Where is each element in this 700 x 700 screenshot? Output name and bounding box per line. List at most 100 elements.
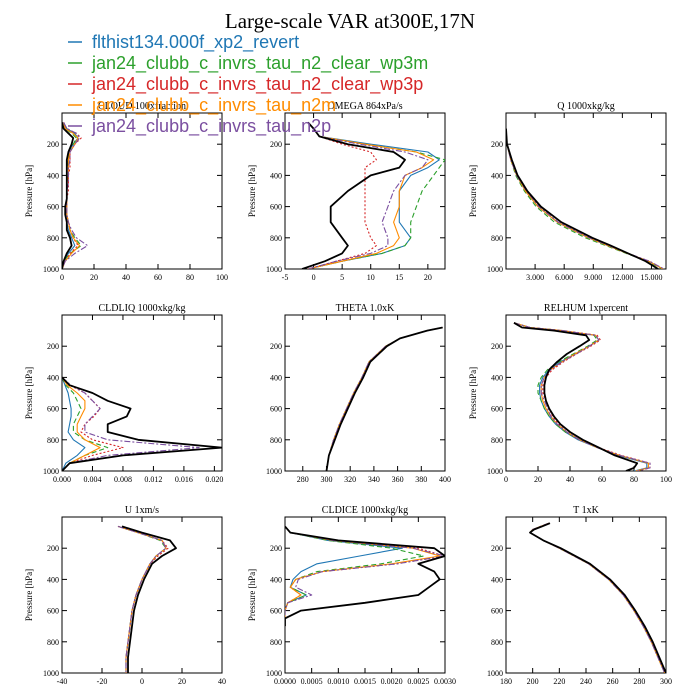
series-line-1 [307,122,445,269]
series-group [62,376,222,471]
x-tick-label: 0 [60,273,64,282]
y-axis-label: Pressure [hPa] [247,165,257,217]
x-tick-label: 0.0000 [274,677,296,686]
x-tick-label: 5 [340,273,344,282]
x-tick-label: 0.0030 [434,677,456,686]
x-tick-label: 0.000 [53,475,71,484]
x-tick-label: 20 [178,677,186,686]
x-tick-label: 10 [367,273,375,282]
y-tick-label: 400 [491,171,503,180]
y-tick-label: 200 [491,544,503,553]
y-tick-label: 400 [270,575,282,584]
x-tick-label: 60 [598,475,606,484]
y-axis-label: Pressure [hPa] [24,569,34,621]
legend-entry-4: jan24_clubb_c_invrs_tau_n2p [68,116,331,137]
series-line-2 [529,522,666,673]
series-line-5 [285,525,445,627]
series-line-5 [301,121,406,269]
y-tick-label: 200 [491,342,503,351]
x-tick-label: 0.012 [144,475,162,484]
y-tick-label: 1000 [487,669,503,678]
y-axis-label: Pressure [hPa] [247,569,257,621]
y-tick-label: 800 [491,638,503,647]
series-line-2 [117,525,169,673]
x-tick-label: -5 [282,273,289,282]
y-tick-label: 600 [491,203,503,212]
legend: flthist134.000f_xp2_revertjan24_clubb_c_… [68,32,428,137]
series-line-5 [529,522,666,673]
x-tick-label: 20 [534,475,542,484]
y-tick-label: 400 [491,373,503,382]
series-line-1 [529,522,666,673]
series-line-5 [121,525,177,673]
series-line-3 [62,377,101,471]
x-tick-label: 340 [368,475,380,484]
legend-label: flthist134.000f_xp2_revert [92,32,299,53]
x-tick-label: 200 [527,677,539,686]
x-tick-label: 9.000 [584,273,602,282]
legend-label: jan24_clubb_c_invrs_tau_n2_clear_wp3p [91,74,423,95]
y-tick-label: 200 [491,140,503,149]
y-axis-label: Pressure [hPa] [468,165,478,217]
series-group [513,322,651,471]
y-tick-label: 800 [491,234,503,243]
panel-title: OMEGA 864xPa/s [327,101,402,112]
series-line-3 [117,525,167,673]
x-tick-label: 0.0020 [381,677,403,686]
y-tick-label: 800 [270,234,282,243]
x-tick-label: 0.0005 [301,677,323,686]
plot-frame [505,516,667,674]
y-axis-label: Pressure [hPa] [468,367,478,419]
y-tick-label: 800 [47,638,59,647]
plot-frame [284,516,446,674]
series-line-4 [62,122,89,269]
legend-entry-1: jan24_clubb_c_invrs_tau_n2_clear_wp3m [68,53,428,74]
x-tick-label: 0.0010 [327,677,349,686]
x-tick-label: 40 [218,677,226,686]
series-line-5 [513,322,639,471]
x-tick-label: 0.016 [175,475,193,484]
x-tick-label: 360 [392,475,404,484]
y-tick-label: 1000 [43,467,59,476]
x-tick-label: 40 [122,273,130,282]
y-tick-label: 400 [47,373,59,382]
series-line-0 [62,377,86,471]
y-tick-label: 600 [270,405,282,414]
x-tick-label: 280 [633,677,645,686]
x-tick-label: 6.000 [555,273,573,282]
y-tick-label: 800 [47,436,59,445]
x-tick-label: 12.000 [611,273,633,282]
x-tick-label: 220 [553,677,565,686]
series-group [62,122,89,269]
x-tick-label: 180 [500,677,512,686]
x-tick-label: 80 [186,273,194,282]
series-line-1 [117,525,167,673]
series-line-2 [513,322,651,471]
series-line-5 [62,122,75,269]
panel-4: THETA 1.0xK 200 400 600 800 1000 280 300 320 340 3… [266,303,451,484]
series-group [285,525,445,627]
y-tick-label: 600 [270,203,282,212]
series-line-1 [513,322,649,471]
x-tick-label: 0.0015 [354,677,376,686]
series-line-4 [285,526,445,627]
x-tick-label: -40 [57,677,68,686]
y-tick-label: 200 [47,140,59,149]
legend-entry-0: flthist134.000f_xp2_revert [68,32,299,53]
y-tick-label: 600 [270,607,282,616]
series-line-5 [325,326,443,471]
panel-3: CLDLIQ 1000xkg/kg Pressure [hPa] 200 400 600… [24,303,223,484]
plot-frame [61,516,223,674]
plot-frame [284,112,446,270]
y-tick-label: 600 [47,203,59,212]
x-tick-label: 380 [415,475,427,484]
y-tick-label: 400 [491,575,503,584]
y-tick-label: 200 [47,342,59,351]
series-line-0 [117,525,167,673]
x-tick-label: 15 [395,273,403,282]
